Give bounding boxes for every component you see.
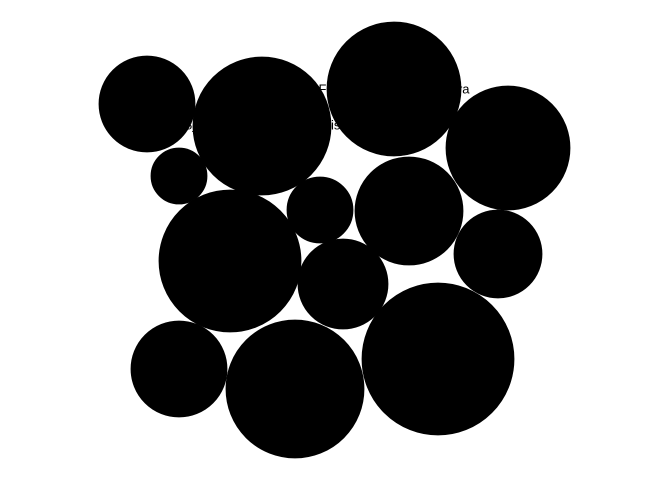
- bubble-label: F87_coordena: [115, 100, 180, 111]
- bubble-label: F51_Regras_projetadas: [449, 143, 568, 155]
- bubble-F105: F105_PriorSeguranca: [354, 156, 464, 266]
- bubble-circle: [225, 319, 365, 459]
- bubble-label: F118_PraticaTrabalho: [304, 281, 383, 290]
- bubble-circle: [286, 176, 354, 244]
- bubble-F22: F22_Decisao: [158, 189, 302, 333]
- bubble-label: F22_Decisao: [192, 255, 269, 270]
- bubble-F118: F118_PraticaTrabalho: [297, 238, 389, 330]
- bubble-circle: [297, 238, 389, 330]
- bubble-circle: [453, 209, 543, 299]
- bubble-label: F56_FeedbackSistema: [371, 352, 505, 367]
- bubble-label: F81_Comunicacao: [162, 174, 196, 179]
- bubble-F51: F51_Regras_projetadas: [445, 85, 571, 211]
- bubble-label: F52_CargaTrabalho: [462, 251, 534, 260]
- bubble-circle: [326, 21, 462, 157]
- bubble-F29: F29_ConscienciaMonitora: [318, 21, 470, 157]
- bubble-label: F104Gerir mudanca: [293, 207, 347, 213]
- bubble-circle: [158, 189, 302, 333]
- bubble-F87: F87_coordena: [98, 55, 196, 153]
- bubble-F52: F52_CargaTrabalho: [453, 209, 543, 299]
- bubble-F58: F58_manutencao: [130, 320, 228, 418]
- bubble-circle: [361, 282, 515, 436]
- bubble-F28: F28_ConscienciaRespeitoRisco: [170, 56, 354, 196]
- bubble-circle: [192, 56, 332, 196]
- bubble-circle: [130, 320, 228, 418]
- bubble-F81: F81_Comunicacao: [150, 147, 208, 205]
- bubble-label: F105_PriorSeguranca: [360, 206, 458, 217]
- bubble-F56: F56_FeedbackSistema: [361, 282, 515, 436]
- bubble-label: F57_QualiEquipamento: [227, 383, 364, 398]
- bubble-F57: F57_QualiEquipamento: [225, 319, 365, 459]
- bubble-label: F28_ConscienciaRespeitoRisco: [170, 118, 354, 133]
- bubble-label: F29_ConscienciaMonitora: [318, 82, 470, 97]
- bubble-circle: [445, 85, 571, 211]
- bubble-circle: [98, 55, 196, 153]
- bubble-circle: [354, 156, 464, 266]
- bubble-label: F58_manutencao: [140, 364, 218, 375]
- bubble-F104: F104Gerir mudanca: [286, 176, 354, 244]
- bubble-circle: [150, 147, 208, 205]
